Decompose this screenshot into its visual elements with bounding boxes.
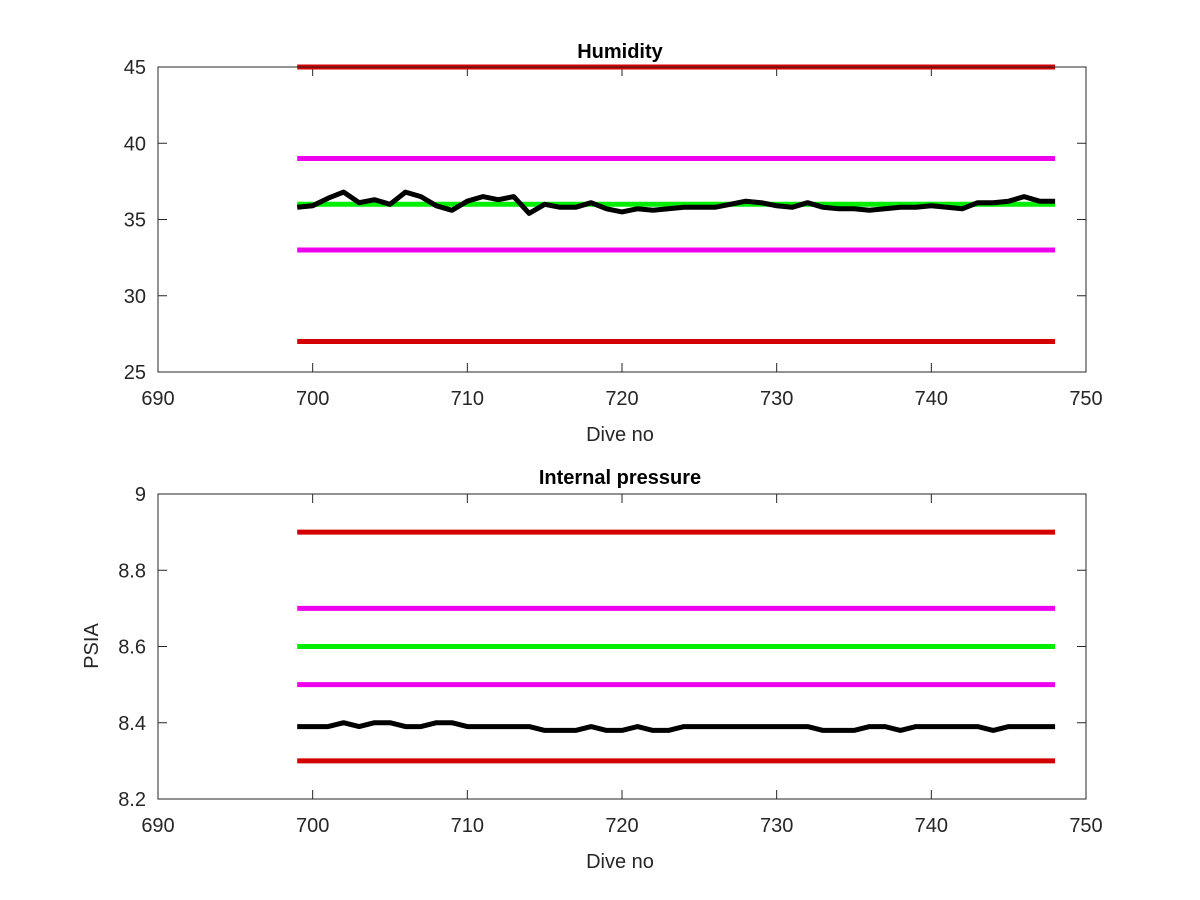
pressure-ticks: 690 700 710 720 730 740 750 8.2 8.4 8.6 8.8 9 bbox=[118, 484, 1103, 837]
pressure-x-tick-label: 710 bbox=[451, 815, 484, 837]
pressure-x-tick-label: 730 bbox=[760, 815, 793, 837]
pressure-plot-frame bbox=[157, 493, 1087, 800]
humidity-series-line-5 bbox=[296, 189, 1056, 216]
humidity-title: Humidity bbox=[577, 41, 663, 63]
pressure-x-tick-label: 690 bbox=[141, 815, 174, 837]
pressure-y-axis-label: PSIA bbox=[81, 623, 103, 669]
pressure-series-line-5 bbox=[297, 720, 1056, 733]
humidity-x-tick-label: 690 bbox=[141, 388, 174, 410]
pressure-x-axis-label: Dive no bbox=[586, 851, 654, 873]
humidity-x-tick-label: 730 bbox=[760, 388, 793, 410]
pressure-y-tick-label: 8.2 bbox=[118, 789, 146, 811]
humidity-x-axis-label: Dive no bbox=[586, 424, 654, 446]
humidity-y-tick-label: 25 bbox=[124, 362, 146, 384]
humidity-x-tick-label: 710 bbox=[451, 388, 484, 410]
humidity-x-tick-label: 720 bbox=[605, 388, 638, 410]
humidity-y-tick-label: 40 bbox=[124, 133, 146, 155]
pressure-axes: Internal pressure Dive no PSIA 690 700 710… bbox=[81, 467, 1103, 873]
humidity-axes: Humidity Dive no 690 700 710 720 730 740 750 25… bbox=[124, 41, 1103, 446]
humidity-x-tick-label: 700 bbox=[296, 388, 329, 410]
pressure-y-tick-label: 9 bbox=[135, 484, 146, 506]
pressure-y-tick-label: 8.8 bbox=[118, 560, 146, 582]
pressure-y-tick-label: 8.6 bbox=[118, 637, 146, 659]
pressure-x-tick-label: 720 bbox=[605, 815, 638, 837]
pressure-x-tick-label: 700 bbox=[296, 815, 329, 837]
humidity-x-tick-label: 740 bbox=[915, 388, 948, 410]
humidity-x-tick-label: 750 bbox=[1069, 388, 1102, 410]
pressure-x-tick-label: 750 bbox=[1069, 815, 1102, 837]
humidity-y-tick-label: 35 bbox=[124, 210, 146, 232]
pressure-x-tick-label: 740 bbox=[915, 815, 948, 837]
pressure-series-group bbox=[297, 529, 1056, 764]
pressure-title: Internal pressure bbox=[539, 467, 701, 489]
pressure-y-tick-label: 8.4 bbox=[118, 713, 146, 735]
humidity-y-tick-label: 30 bbox=[124, 286, 146, 308]
humidity-y-tick-label: 45 bbox=[124, 57, 146, 79]
humidity-plot-frame bbox=[157, 66, 1087, 373]
